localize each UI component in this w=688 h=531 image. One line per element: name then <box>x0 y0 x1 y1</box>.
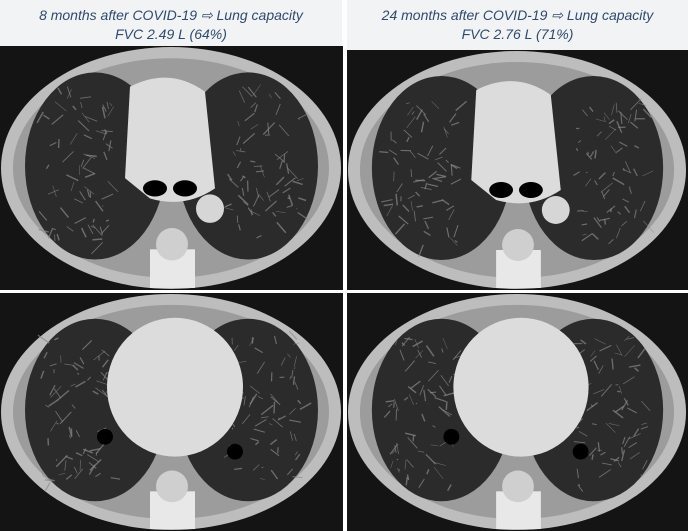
ct-image <box>0 293 343 531</box>
ct-scan-8mo-upper <box>0 46 343 290</box>
caption-title: 24 months after COVID-19 ⇨ Lung capacity <box>381 7 654 23</box>
ct-scan-24mo-upper <box>347 50 688 290</box>
caption-fvc: FVC 2.49 L (64%) <box>115 26 227 42</box>
ct-scan-8mo-lower <box>0 293 343 531</box>
caption-24-months: 24 months after COVID-19 ⇨ Lung capacity… <box>347 0 688 50</box>
caption-title: 8 months after COVID-19 ⇨ Lung capacity <box>39 7 303 23</box>
ct-scan-24mo-lower <box>347 293 688 531</box>
ct-image <box>347 50 688 290</box>
caption-fvc: FVC 2.76 L (71%) <box>461 26 574 42</box>
caption-8-months: 8 months after COVID-19 ⇨ Lung capacity … <box>0 0 342 48</box>
ct-image <box>347 293 688 531</box>
ct-image <box>0 46 343 290</box>
